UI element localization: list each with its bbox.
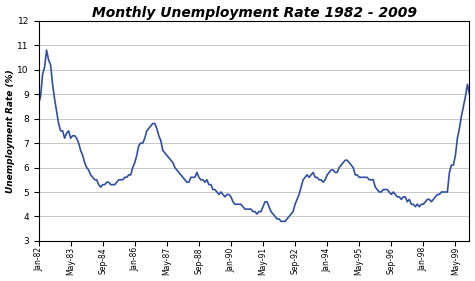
Title: Monthly Unemployment Rate 1982 - 2009: Monthly Unemployment Rate 1982 - 2009: [92, 6, 417, 20]
Y-axis label: Unemployment Rate (%): Unemployment Rate (%): [6, 69, 15, 193]
